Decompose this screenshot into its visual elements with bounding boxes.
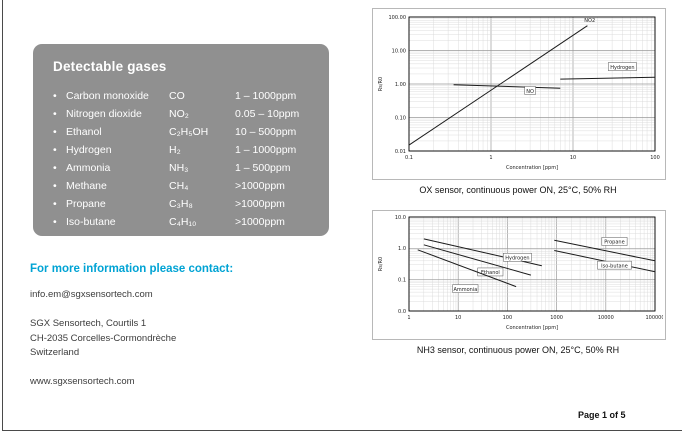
svg-text:Propane: Propane	[604, 240, 624, 246]
svg-text:1: 1	[407, 315, 410, 321]
bullet: •	[53, 162, 57, 174]
gas-formula: C₃H₈	[169, 198, 193, 210]
gas-formula: C₄H₁₀	[169, 216, 197, 228]
gas-range: >1000ppm	[235, 198, 285, 210]
svg-text:1.0: 1.0	[398, 246, 406, 252]
svg-text:Ammonia: Ammonia	[453, 287, 477, 293]
gas-row: • Ethanol C₂H₅OH 10 – 500ppm	[53, 123, 319, 141]
svg-text:1000: 1000	[550, 315, 563, 321]
gas-row: • Hydrogen H₂ 1 – 1000ppm	[53, 141, 319, 159]
gas-row: • Carbon monoxide CO 1 – 1000ppm	[53, 87, 319, 105]
gas-range: >1000ppm	[235, 216, 285, 228]
gas-formula: C₂H₅OH	[169, 126, 209, 138]
svg-text:100.00: 100.00	[389, 15, 407, 21]
address-line: SGX Sensortech, Courtils 1	[30, 318, 147, 329]
svg-text:0.01: 0.01	[395, 149, 406, 155]
address-line: Switzerland	[30, 347, 80, 358]
gas-name: Hydrogen	[66, 144, 112, 156]
panel-title: Detectable gases	[53, 59, 167, 74]
gas-row: • Iso-butane C₄H₁₀ >1000ppm	[53, 213, 319, 231]
svg-text:Concentration [ppm]: Concentration [ppm]	[506, 165, 558, 171]
nh3-sensor-chart-svg: 1 10 100 1000 10000 100000 10.0 1.0 0.1 0.0 Concen…	[378, 215, 665, 331]
gas-row: • Nitrogen dioxide NO₂ 0.05 – 10ppm	[53, 105, 319, 123]
gas-name: Methane	[66, 180, 107, 192]
gas-formula: H₂	[169, 144, 181, 156]
gas-name: Iso-butane	[66, 216, 116, 228]
svg-text:100: 100	[503, 315, 513, 321]
svg-text:1.00: 1.00	[395, 82, 406, 88]
svg-text:10.00: 10.00	[392, 48, 406, 54]
svg-text:Rs/R0: Rs/R0	[378, 257, 384, 271]
website-link[interactable]: www.sgxsensortech.com	[30, 376, 135, 387]
detectable-gases-panel: Detectable gases • Carbon monoxide CO 1 …	[33, 44, 329, 236]
bullet: •	[53, 108, 57, 120]
nh3-sensor-chart-caption: NH3 sensor, continuous power ON, 25°C, 5…	[416, 345, 620, 355]
gas-formula: NH₃	[169, 162, 189, 174]
svg-text:0.0: 0.0	[398, 309, 406, 315]
svg-text:0.10: 0.10	[395, 115, 406, 121]
svg-text:10: 10	[455, 315, 461, 321]
gas-range: >1000ppm	[235, 180, 285, 192]
address-line: CH-2035 Corcelles-Cormondrèche	[30, 332, 177, 344]
gas-name: Nitrogen dioxide	[66, 108, 142, 120]
svg-text:10: 10	[570, 155, 576, 161]
svg-text:NO: NO	[526, 89, 534, 95]
nh3-sensor-chart: 1 10 100 1000 10000 100000 10.0 1.0 0.1 0.0 Concen…	[372, 210, 666, 340]
svg-text:Ethanol: Ethanol	[481, 270, 500, 276]
gas-name: Propane	[66, 198, 106, 210]
bullet: •	[53, 198, 57, 210]
page-number: Page 1 of 5	[578, 410, 626, 420]
svg-text:10000: 10000	[598, 315, 614, 321]
svg-text:Rs/R0: Rs/R0	[378, 77, 384, 91]
svg-text:Iso-butane: Iso-butane	[601, 263, 628, 269]
svg-text:NO2: NO2	[584, 18, 595, 24]
gas-name: Ethanol	[66, 126, 102, 138]
gas-name: Ammonia	[66, 162, 111, 174]
contact-address: SGX Sensortech, Courtils 1 CH-2035 Corce…	[30, 317, 176, 361]
gas-range: 1 – 500ppm	[235, 162, 291, 174]
gas-formula: CO	[169, 90, 185, 102]
bullet: •	[53, 180, 57, 192]
ox-sensor-chart-svg: 0.1 1 10 100 100.00 10.00 1.00 0.10 0.01 Concentr…	[378, 15, 660, 171]
svg-text:0.1: 0.1	[398, 277, 406, 283]
bullet: •	[53, 144, 57, 156]
gas-range: 1 – 1000ppm	[235, 90, 297, 102]
contact-email-link[interactable]: info.em@sgxsensortech.com	[30, 289, 153, 300]
gas-range: 10 – 500ppm	[235, 126, 297, 138]
svg-text:Concentration [ppm]: Concentration [ppm]	[506, 325, 558, 331]
gas-range: 0.05 – 10ppm	[235, 108, 300, 120]
bullet: •	[53, 216, 57, 228]
gas-name: Carbon monoxide	[66, 90, 149, 102]
contact-heading: For more information please contact:	[30, 263, 234, 275]
bullet: •	[53, 126, 57, 138]
svg-text:10.0: 10.0	[395, 215, 406, 221]
svg-text:Hydrogen: Hydrogen	[610, 65, 634, 71]
svg-text:1: 1	[489, 155, 492, 161]
gas-row: • Methane CH₄ >1000ppm	[53, 177, 319, 195]
bullet: •	[53, 90, 57, 102]
gas-formula: NO₂	[169, 108, 189, 120]
svg-text:0.1: 0.1	[405, 155, 413, 161]
svg-text:Hydrogen: Hydrogen	[505, 256, 529, 262]
gas-range: 1 – 1000ppm	[235, 144, 297, 156]
gas-formula: CH₄	[169, 180, 189, 192]
ox-sensor-chart: 0.1 1 10 100 100.00 10.00 1.00 0.10 0.01 Concentr…	[372, 8, 666, 180]
svg-text:100: 100	[650, 155, 660, 161]
gas-row: • Propane C₃H₈ >1000ppm	[53, 195, 319, 213]
svg-text:100000: 100000	[645, 315, 663, 321]
ox-sensor-chart-caption: OX sensor, continuous power ON, 25°C, 50…	[419, 185, 617, 195]
gas-row: • Ammonia NH₃ 1 – 500ppm	[53, 159, 319, 177]
